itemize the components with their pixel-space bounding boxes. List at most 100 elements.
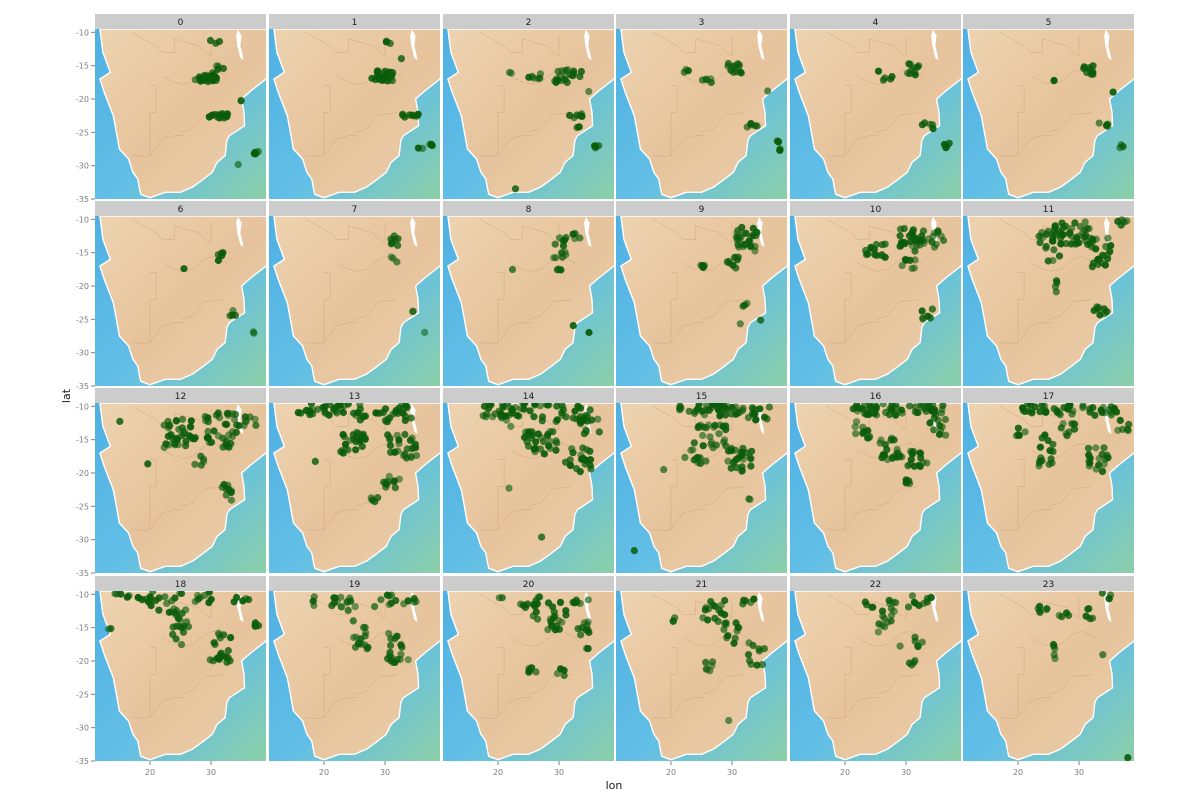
data-point	[229, 307, 237, 315]
data-point	[550, 254, 558, 262]
data-point	[187, 417, 195, 425]
map-area	[616, 216, 787, 386]
facet-strip	[616, 14, 787, 29]
data-point	[155, 594, 163, 602]
data-point	[1104, 454, 1112, 462]
data-point	[1036, 457, 1044, 465]
data-point	[1036, 602, 1044, 611]
data-point	[1071, 219, 1079, 227]
data-point	[117, 591, 125, 598]
data-point	[398, 643, 406, 651]
data-point	[195, 73, 203, 81]
lake	[584, 216, 592, 248]
facet-panel-6: 6	[95, 201, 266, 386]
facet-strip	[616, 388, 787, 403]
data-point	[1043, 605, 1051, 613]
data-point	[505, 484, 513, 492]
x-axis-label: lon	[606, 779, 623, 792]
data-point	[217, 653, 225, 661]
facet-label: 11	[1043, 205, 1054, 215]
data-point	[559, 242, 568, 250]
border-line	[162, 255, 230, 272]
data-point	[888, 73, 896, 81]
data-point	[724, 632, 732, 640]
data-point	[1095, 454, 1103, 463]
data-point	[1064, 403, 1072, 410]
data-point	[205, 591, 213, 596]
map-area	[443, 216, 614, 386]
data-point	[164, 417, 172, 425]
data-point	[172, 611, 180, 619]
data-point	[902, 256, 910, 264]
data-point	[878, 251, 886, 259]
border-line	[826, 406, 907, 430]
data-point	[732, 456, 740, 464]
data-point	[863, 601, 871, 609]
border-line	[305, 322, 358, 344]
data-point	[937, 232, 945, 240]
border-line	[826, 322, 879, 344]
data-point	[532, 608, 540, 616]
data-point	[558, 411, 566, 419]
data-point	[744, 651, 753, 659]
data-point	[167, 431, 175, 439]
data-point	[630, 547, 638, 555]
y-tick-label: -30	[76, 536, 89, 545]
data-point	[1109, 88, 1117, 96]
facet-strip	[443, 388, 614, 403]
data-point	[549, 428, 557, 436]
data-point	[401, 430, 409, 439]
data-point	[704, 616, 712, 624]
x-tick-label: 20	[840, 768, 850, 777]
data-point	[186, 423, 194, 431]
data-point	[391, 484, 399, 492]
map-area	[95, 403, 266, 573]
data-point	[707, 440, 715, 448]
border-line	[652, 509, 705, 531]
data-point	[872, 411, 881, 419]
data-point	[735, 624, 743, 632]
border-line	[131, 135, 184, 157]
data-point	[923, 403, 931, 411]
data-point	[394, 241, 402, 249]
data-point	[214, 62, 223, 70]
y-tick-label: -25	[76, 315, 89, 324]
data-point	[540, 450, 549, 458]
y-tick-label: -35	[76, 195, 89, 204]
facet-panel-2: 2	[443, 14, 614, 199]
facet-strip	[95, 201, 266, 216]
data-point	[716, 412, 724, 420]
data-point	[731, 253, 739, 261]
data-point	[1099, 651, 1107, 659]
data-point	[1104, 234, 1112, 242]
data-point	[908, 450, 917, 459]
data-point	[306, 411, 314, 419]
data-point	[311, 457, 319, 465]
data-point	[918, 307, 926, 315]
facet-label: 23	[1043, 580, 1054, 590]
data-point	[352, 446, 360, 454]
data-point	[520, 405, 528, 413]
lake	[236, 29, 244, 61]
data-point	[758, 661, 767, 669]
data-point	[343, 599, 351, 607]
data-point	[1092, 465, 1100, 473]
data-point	[702, 457, 710, 465]
border-line	[497, 85, 505, 156]
data-point	[400, 600, 408, 608]
data-point	[698, 76, 707, 84]
data-point	[1084, 605, 1092, 613]
data-point	[752, 415, 760, 424]
data-point	[1057, 240, 1065, 248]
data-point	[1082, 231, 1090, 239]
land	[967, 591, 1134, 761]
data-point	[1049, 440, 1057, 448]
data-point	[735, 235, 743, 243]
data-point	[407, 414, 415, 422]
facet-label: 20	[523, 580, 535, 590]
data-point	[414, 144, 422, 152]
data-point	[403, 445, 411, 453]
data-point	[361, 632, 369, 640]
data-point	[363, 645, 371, 653]
data-point	[1044, 436, 1052, 445]
